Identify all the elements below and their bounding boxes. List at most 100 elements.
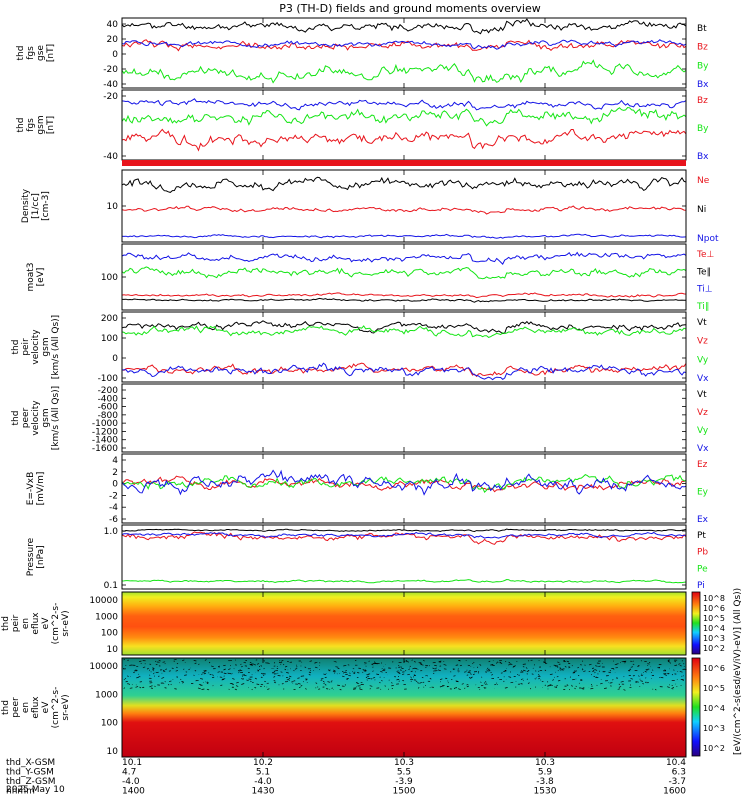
y-axis-label: peir <box>21 338 31 356</box>
footer-value: 10.1 <box>122 758 142 768</box>
footer-row-label: thd_Y-GSM <box>6 768 54 778</box>
y-axis-label: thd <box>11 411 21 426</box>
series-line-By <box>121 106 687 127</box>
legend-label: Vx <box>697 374 709 384</box>
y-axis-label: thd <box>1 616 11 631</box>
y-tick-label: 2 <box>112 468 118 478</box>
footer-value: 1530 <box>534 787 557 797</box>
y-axis-label: (cm^2-s- <box>51 603 61 645</box>
series-line-Ez <box>121 475 687 493</box>
series-line-Ni <box>121 176 687 193</box>
y-axis-label: gse <box>36 45 46 61</box>
y-axis-label: thd <box>1 700 11 715</box>
y-tick-label: 0 <box>112 354 118 364</box>
colorbar-tick-label: 10^4 <box>703 704 725 713</box>
y-tick-label: 100 <box>101 334 118 344</box>
series-line-Te∥ <box>122 297 686 303</box>
y-tick-label: -1400 <box>92 436 118 446</box>
legend-label: Te⊥ <box>696 250 715 260</box>
legend-label: Pe <box>697 564 708 574</box>
series-line-Bz <box>121 39 687 52</box>
y-tick-label: 10 <box>107 202 119 212</box>
footer-value: 1400 <box>122 787 145 797</box>
legend-label: Pi <box>697 581 705 591</box>
y-tick-label: -40 <box>103 152 118 162</box>
y-axis-label: [cm-3] <box>41 191 51 221</box>
panel-density: Density [1/cc] [cm-3] 10 Ne Ni Npot <box>21 169 719 244</box>
footer-value: 10.3 <box>535 758 555 768</box>
y-axis-label: gsm <box>36 115 46 134</box>
footer-value: 10.2 <box>253 758 273 768</box>
panel-pressure: Pressure [nPa] 1.0 0.1 Pt Pb Pe Pi <box>26 524 708 591</box>
series-line-By <box>121 59 687 84</box>
series-line-Ti⊥ <box>121 251 687 265</box>
y-axis-label: [eV] <box>36 268 46 287</box>
spectrogram-noise <box>122 658 687 691</box>
footer-row-label: thd_Z-GSM <box>6 777 55 787</box>
footer-value: 5.5 <box>397 768 411 778</box>
panel-peir_velocity: thd peir velocity gsm [km/s (All Qs)] 200 100 0… <box>11 311 709 384</box>
y-tick-label: 10 <box>107 747 119 757</box>
y-tick-label: -6 <box>109 515 118 525</box>
legend-label: Ez <box>697 460 708 470</box>
legend-label: Ex <box>697 515 709 525</box>
panel-efield: E=-VxB [mV/m] 4 2 0-2 -4 -6 Ez Ey Ex <box>26 453 709 525</box>
y-tick-label: -1200 <box>92 427 118 437</box>
y-tick-label: -4 <box>109 503 118 513</box>
colorbar-tick-label: 10^5 <box>703 614 725 623</box>
y-tick-label: 0 <box>112 480 118 490</box>
footer-value: 10.3 <box>394 758 414 768</box>
series-line-Ex <box>121 469 687 496</box>
legend-label: Bz <box>697 96 708 106</box>
footer-value: 6.3 <box>672 768 686 778</box>
legend-label: Vx <box>697 444 709 454</box>
colorbar-tick-label: 10^8 <box>703 594 725 603</box>
series-line-Vx <box>121 362 687 381</box>
y-axis-label: moat3 <box>26 262 36 291</box>
series-line-Pe <box>121 578 687 584</box>
footer-value: 5.1 <box>256 768 270 778</box>
series-line-Pi <box>121 531 687 539</box>
y-axis-label: (cm^2-s- <box>51 687 61 729</box>
legend-label: Te∥ <box>696 267 711 277</box>
legend-label: Bx <box>697 80 709 90</box>
y-tick-label: 20 <box>107 35 119 45</box>
y-axis-label: sr-eV) <box>61 694 71 720</box>
footer-value: 1430 <box>252 787 275 797</box>
figure-title: P3 (TH-D) fields and ground moments over… <box>279 2 541 15</box>
y-tick-label: 0.1 <box>104 581 118 591</box>
y-axis-label: [km/s (All Qs)] <box>51 386 61 450</box>
colorbar: 10^810^610^510^410^310^210^610^510^410^3… <box>691 588 743 757</box>
y-axis-label: peer <box>11 697 21 718</box>
legend-label: Vt <box>697 390 707 400</box>
y-tick-label: -1600 <box>92 444 118 454</box>
footer-row-label: thd_X-GSM <box>6 758 55 768</box>
footer-date: 2025 May 10 <box>6 785 65 795</box>
y-tick-label: 10000 <box>89 596 118 606</box>
panel-frame <box>121 383 687 453</box>
y-tick-label: 40 <box>107 20 119 30</box>
footer-ephemeris: thd_X-GSM 10.1 10.2 10.3 10.3 10.4 thd_Y-GSM 4.… <box>6 758 686 797</box>
y-tick-label: 4 <box>112 456 118 466</box>
panel-peir_spec: thd peir en eflux eV (cm^2-s-sr-eV) 10000 1000 1… <box>1 591 687 656</box>
legend-label: Ni <box>697 205 706 215</box>
legend-label: Pt <box>697 531 706 541</box>
y-axis-label: velocity <box>31 400 41 436</box>
y-tick-label: -600 <box>98 403 119 413</box>
y-axis-label: en <box>21 618 31 629</box>
y-tick-label: -20 <box>103 92 118 102</box>
footer-value: 5.9 <box>538 768 553 778</box>
series-line-Vy <box>121 325 687 338</box>
y-tick-label: -1000 <box>92 419 118 429</box>
footer-value: -4.0 <box>122 777 140 787</box>
y-tick-label: -2 <box>109 491 118 501</box>
y-axis-label: peer <box>21 407 31 428</box>
y-axis-label: fgs <box>26 46 36 60</box>
y-axis-label: [nT] <box>46 44 56 62</box>
series-line-Bx <box>121 98 687 111</box>
y-tick-label: 100 <box>101 273 118 283</box>
panel-frame <box>121 89 687 161</box>
mode-bar-strip <box>122 160 686 166</box>
y-tick-label: -800 <box>98 411 119 421</box>
y-tick-label: -400 <box>98 394 119 404</box>
